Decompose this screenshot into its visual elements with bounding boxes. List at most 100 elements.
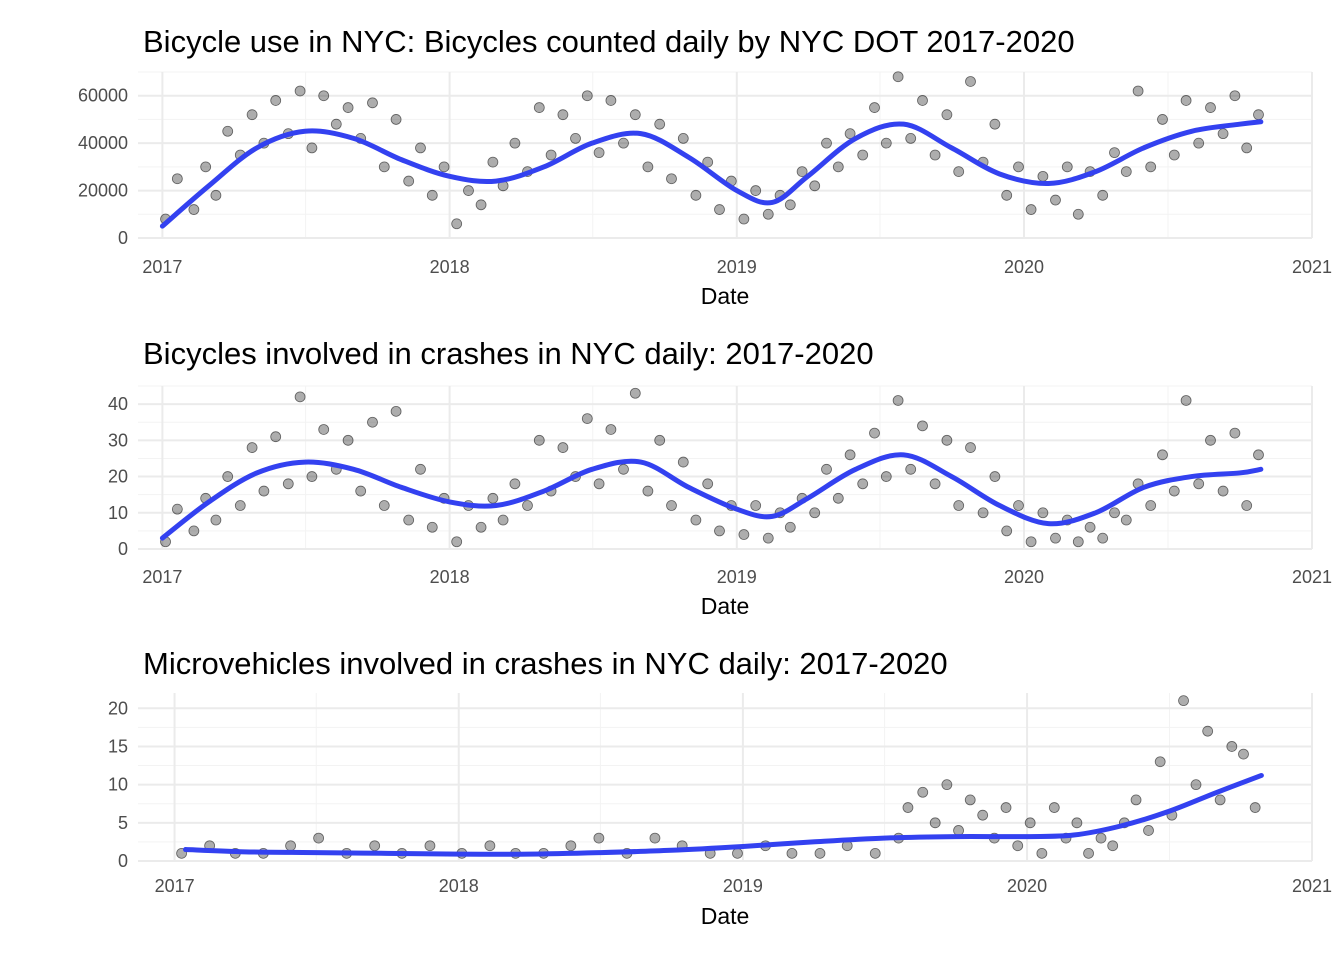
data-point <box>1214 794 1226 806</box>
x-tick-label: 2017 <box>142 567 182 587</box>
scatter-points <box>160 71 1264 230</box>
data-point <box>294 391 306 403</box>
x-tick-label: 2018 <box>430 567 470 587</box>
data-point <box>1178 695 1189 707</box>
data-point <box>880 471 892 482</box>
data-point <box>367 97 378 109</box>
data-point <box>415 142 426 154</box>
data-point <box>497 514 509 526</box>
data-point <box>1202 725 1214 737</box>
data-point <box>649 832 661 844</box>
y-tick-label: 15 <box>108 736 128 756</box>
data-point <box>809 180 821 192</box>
data-point <box>1025 536 1037 548</box>
data-point <box>844 449 856 461</box>
data-point <box>188 204 200 215</box>
data-point <box>666 173 677 185</box>
data-point <box>929 817 941 829</box>
data-point <box>509 137 521 149</box>
data-point <box>522 500 533 511</box>
data-point <box>451 536 463 548</box>
data-point <box>545 149 557 161</box>
data-point <box>1097 532 1109 544</box>
data-point <box>1157 114 1168 125</box>
x-tick-label: 2021 <box>1292 876 1332 896</box>
data-point <box>953 166 965 178</box>
data-point <box>1050 532 1061 544</box>
x-axis-label: Date <box>701 903 750 929</box>
data-point <box>1036 847 1048 859</box>
x-axis-label: Date <box>701 283 750 309</box>
data-point <box>1241 500 1253 511</box>
data-point <box>533 102 545 113</box>
data-point <box>294 85 306 97</box>
data-point <box>714 525 725 537</box>
data-point <box>342 102 354 113</box>
data-point <box>857 149 869 161</box>
data-point <box>618 463 629 475</box>
data-point <box>1132 85 1144 97</box>
data-point <box>1168 485 1180 497</box>
data-point <box>714 204 725 215</box>
data-point <box>484 840 496 852</box>
data-point <box>654 434 666 446</box>
data-point <box>1229 90 1241 102</box>
data-point <box>282 478 294 490</box>
x-tick-label: 2019 <box>717 257 757 277</box>
data-point <box>313 832 325 844</box>
data-point <box>1180 395 1192 406</box>
data-point <box>1130 794 1142 806</box>
x-tick-label: 2018 <box>430 257 470 277</box>
data-point <box>1249 802 1261 813</box>
data-point <box>367 416 378 428</box>
data-point <box>809 507 821 519</box>
data-point <box>1120 166 1132 178</box>
data-point <box>1217 128 1229 140</box>
data-point <box>593 478 605 490</box>
data-point <box>403 514 415 526</box>
data-point <box>557 442 569 453</box>
data-point <box>989 471 1001 482</box>
x-axis-label: Date <box>701 593 750 619</box>
data-point <box>1253 449 1264 461</box>
data-point <box>210 514 222 526</box>
data-point <box>342 434 354 446</box>
data-point <box>732 847 743 859</box>
data-point <box>977 507 989 519</box>
data-point <box>784 521 796 533</box>
smooth-trend-line <box>182 772 1264 857</box>
data-point <box>880 137 892 149</box>
data-point <box>210 189 222 201</box>
data-point <box>738 529 750 540</box>
data-point <box>1145 161 1157 173</box>
data-point <box>941 434 953 446</box>
chart-panel-2: Bicycles involved in crashes in NYC dail… <box>108 336 1332 619</box>
data-point <box>451 218 463 230</box>
data-point <box>1109 507 1120 519</box>
y-tick-label: 30 <box>108 430 128 450</box>
data-point <box>965 76 976 87</box>
x-tick-label: 2017 <box>142 257 182 277</box>
data-point <box>246 109 258 121</box>
data-point <box>762 208 774 220</box>
data-point <box>1095 832 1107 844</box>
data-point <box>821 463 832 475</box>
data-point <box>369 840 381 852</box>
chart-title: Microvehicles involved in crashes in NYC… <box>143 646 948 681</box>
data-point <box>869 427 880 439</box>
data-point <box>200 161 212 173</box>
y-tick-label: 10 <box>108 775 128 795</box>
data-point <box>557 109 569 121</box>
data-point <box>1083 847 1094 859</box>
data-point <box>917 95 928 106</box>
data-point <box>814 847 826 859</box>
data-point <box>844 128 856 140</box>
data-point <box>581 90 593 102</box>
data-point <box>463 185 474 196</box>
x-tick-label: 2017 <box>155 876 195 896</box>
data-point <box>977 809 989 821</box>
data-point <box>964 794 976 806</box>
data-point <box>306 142 318 154</box>
data-point <box>832 161 844 173</box>
